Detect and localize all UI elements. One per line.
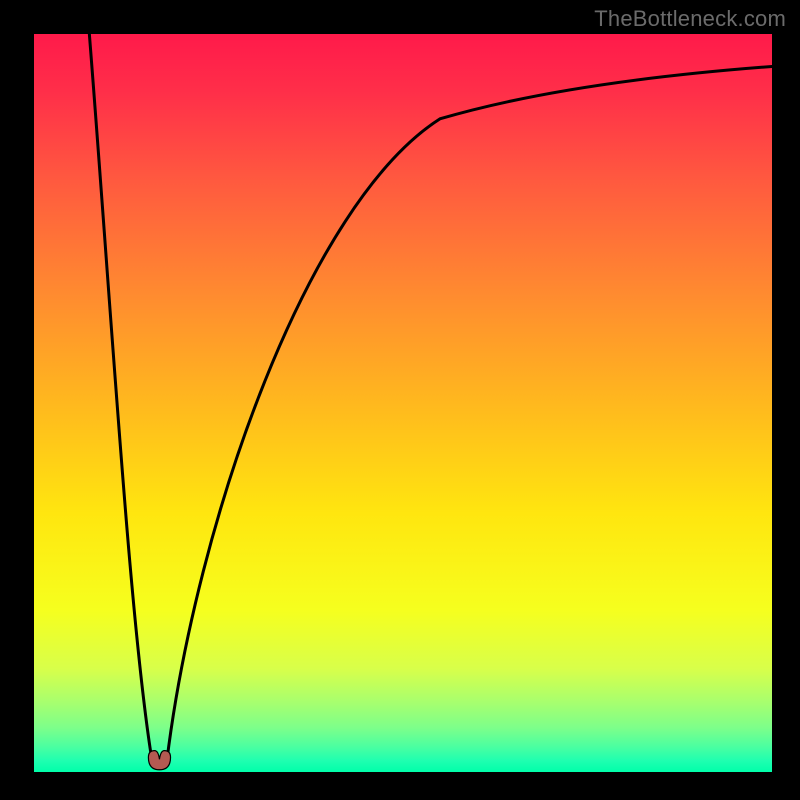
watermark-text: TheBottleneck.com: [594, 6, 786, 32]
bottleneck-chart: [34, 34, 772, 772]
chart-frame: TheBottleneck.com: [0, 0, 800, 800]
plot-area: [34, 34, 772, 772]
gradient-background: [34, 34, 772, 772]
